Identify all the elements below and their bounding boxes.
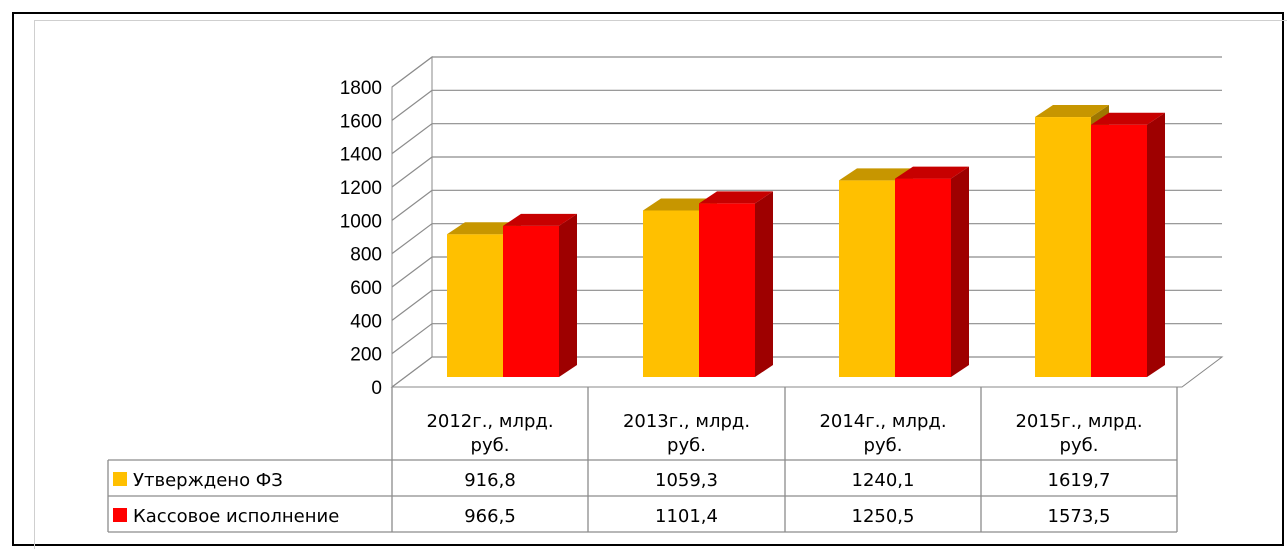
bar-front (1035, 117, 1091, 378)
gridline (391, 156, 1222, 188)
y-tick-label: 1000 (340, 211, 382, 232)
side-wall (391, 56, 433, 387)
data-label: 916,8 (464, 470, 516, 491)
bar-top (839, 168, 913, 181)
bar-cash-3 (895, 166, 969, 377)
category-label: 2013г., млрд. (623, 411, 750, 432)
data-label: 1059,3 (655, 470, 718, 491)
category-label: руб. (864, 435, 903, 456)
bar-top (503, 213, 577, 226)
data-label: 1240,1 (852, 470, 915, 491)
bar-side (559, 213, 577, 377)
bar-cash-1 (503, 213, 577, 377)
bar-front (699, 203, 755, 377)
category-label: руб. (471, 435, 510, 456)
category-label: руб. (667, 435, 706, 456)
category-label: 2012г., млрд. (426, 411, 553, 432)
bar-side (951, 166, 969, 377)
category-label: 2015г., млрд. (1015, 411, 1142, 432)
bar-front (839, 180, 895, 377)
bar-cash-4 (1091, 112, 1165, 377)
bar-top (699, 191, 773, 204)
bar-front (643, 210, 699, 377)
legend-entry: Кассовое исполнение (133, 506, 339, 527)
data-label: 1573,5 (1048, 506, 1111, 527)
bar-top (1091, 112, 1165, 125)
bar-top (643, 198, 717, 211)
bar-front (447, 234, 503, 377)
bar-front (1091, 124, 1147, 377)
bar-side (755, 191, 773, 377)
bar-side (1147, 112, 1165, 377)
bar-front (503, 225, 559, 377)
y-tick-label: 1800 (340, 78, 382, 99)
legend-swatch (113, 472, 127, 486)
data-label: 1101,4 (655, 506, 718, 527)
y-tick-label: 200 (350, 345, 382, 366)
y-tick-label: 1600 (340, 111, 382, 132)
y-tick-label: 800 (350, 245, 382, 266)
y-tick-label: 600 (350, 278, 382, 299)
bar-front (895, 178, 951, 377)
data-label: 1619,7 (1048, 470, 1111, 491)
data-label: 1250,5 (852, 506, 915, 527)
category-label: 2014г., млрд. (819, 411, 946, 432)
category-label: руб. (1060, 435, 1099, 456)
legend-swatch (113, 508, 127, 522)
bar-top (1035, 105, 1109, 118)
y-tick-label: 1200 (340, 178, 382, 199)
data-table: 2012г., млрд. руб. 2013г., млрд. руб. 2014г.… (107, 387, 1178, 533)
legend-entry: Утверждено ФЗ (133, 470, 283, 491)
bars (447, 105, 1165, 378)
gridline (391, 89, 1222, 121)
chart-area-border (34, 20, 1287, 549)
bar-top (447, 222, 521, 235)
gridline (391, 123, 1222, 155)
data-label: 966,5 (464, 506, 516, 527)
y-tick-label: 1400 (340, 145, 382, 166)
y-tick-label: 0 (371, 378, 382, 399)
gridline (391, 56, 1222, 88)
y-tick-label: 400 (350, 311, 382, 332)
bar-top (895, 166, 969, 179)
y-axis-ticks: 0 200 400 600 800 1000 1200 1400 1600 1800 (340, 78, 382, 399)
bar-cash-2 (699, 191, 773, 377)
